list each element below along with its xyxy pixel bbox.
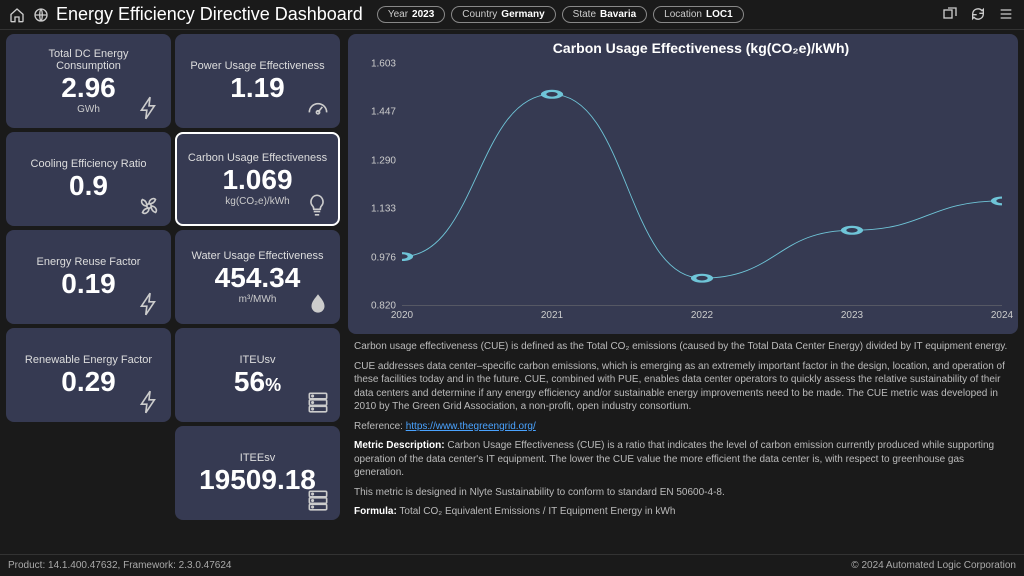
card-label: Renewable Energy Factor [25, 354, 152, 366]
card-unit: GWh [77, 104, 100, 115]
card-value: 0.9 [69, 172, 108, 200]
filter-bar: Year 2023 Country Germany State Bavaria … [377, 6, 744, 23]
chart-title: Carbon Usage Effectiveness (kg(CO₂e)/kWh… [396, 40, 1006, 56]
card-iteusv[interactable]: ITEUsv 56% [175, 328, 340, 422]
bolt-icon [136, 389, 162, 415]
card-label: Energy Reuse Factor [37, 256, 141, 268]
page-title: Energy Efficiency Directive Dashboard [56, 4, 363, 25]
bulb-icon [304, 192, 330, 218]
server-icon [305, 389, 331, 415]
product-version: Product: 14.1.400.47632, Framework: 2.3.… [8, 560, 231, 571]
card-cue[interactable]: Carbon Usage Effectiveness 1.069 kg(CO₂e)/… [175, 132, 340, 226]
card-dc-energy[interactable]: Total DC Energy Consumption2.96 GWh [6, 34, 171, 128]
globe-icon[interactable] [32, 6, 50, 24]
filter-year[interactable]: Year 2023 [377, 6, 445, 23]
card-wue[interactable]: Water Usage Effectiveness 454.34 m³/MWh [175, 230, 340, 324]
chart-xaxis: 20202021202220232024 [402, 310, 1002, 328]
card-pue[interactable]: Power Usage Effectiveness 1.19 [175, 34, 340, 128]
drop-icon [305, 291, 331, 317]
server-icon [305, 487, 331, 513]
card-label: Cooling Efficiency Ratio [31, 158, 147, 170]
menu-icon[interactable] [998, 6, 1016, 24]
card-label: Water Usage Effectiveness [191, 250, 323, 262]
card-label: ITEEsv [240, 452, 275, 464]
metric-cards: Total DC Energy Consumption2.96 GWh Power … [6, 34, 344, 546]
copyright: © 2024 Automated Logic Corporation [851, 560, 1016, 571]
card-label: Total DC Energy Consumption [17, 48, 160, 72]
card-value: 2.96 [61, 74, 116, 102]
filter-location[interactable]: Location LOC1 [653, 6, 743, 23]
card-value: 1.19 [230, 74, 285, 102]
bolt-icon [136, 291, 162, 317]
card-value: 19509.18 [199, 466, 316, 494]
toolbar [942, 6, 1016, 24]
card-iteesv[interactable]: ITEEsv 19509.18 [175, 426, 340, 520]
card-label: ITEUsv [239, 354, 275, 366]
filter-country[interactable]: Country Germany [451, 6, 555, 23]
topbar: Energy Efficiency Directive Dashboard Ye… [0, 0, 1024, 30]
card-value: 0.19 [61, 270, 116, 298]
metric-description: Carbon usage effectiveness (CUE) is defi… [348, 338, 1018, 527]
refresh-icon[interactable] [970, 6, 988, 24]
card-value: 1.069 [222, 166, 292, 194]
popout-icon[interactable] [942, 6, 960, 24]
filter-state[interactable]: State Bavaria [562, 6, 648, 23]
footer: Product: 14.1.400.47632, Framework: 2.3.… [0, 554, 1024, 576]
card-label: Power Usage Effectiveness [190, 60, 324, 72]
chart-card: Carbon Usage Effectiveness (kg(CO₂e)/kWh… [348, 34, 1018, 334]
chart-yaxis: 0.8200.9761.1331.2901.4471.603 [356, 64, 400, 306]
detail-panel: Carbon Usage Effectiveness (kg(CO₂e)/kWh… [348, 34, 1018, 546]
card-value: 0.29 [61, 368, 116, 396]
chart-plot [402, 64, 1002, 306]
card-label: Carbon Usage Effectiveness [188, 152, 327, 164]
card-ref[interactable]: Renewable Energy Factor 0.29 [6, 328, 171, 422]
card-value: 454.34 [215, 264, 301, 292]
card-value: 56% [234, 368, 281, 396]
card-erf[interactable]: Energy Reuse Factor 0.19 [6, 230, 171, 324]
reference-link[interactable]: https://www.thegreengrid.org/ [406, 421, 536, 432]
card-cer[interactable]: Cooling Efficiency Ratio 0.9 [6, 132, 171, 226]
gauge-icon [305, 95, 331, 121]
card-unit: m³/MWh [239, 294, 277, 305]
fan-icon [136, 193, 162, 219]
main: Total DC Energy Consumption2.96 GWh Power … [0, 30, 1024, 550]
home-icon[interactable] [8, 6, 26, 24]
card-unit: kg(CO₂e)/kWh [225, 196, 289, 207]
bolt-icon [136, 95, 162, 121]
